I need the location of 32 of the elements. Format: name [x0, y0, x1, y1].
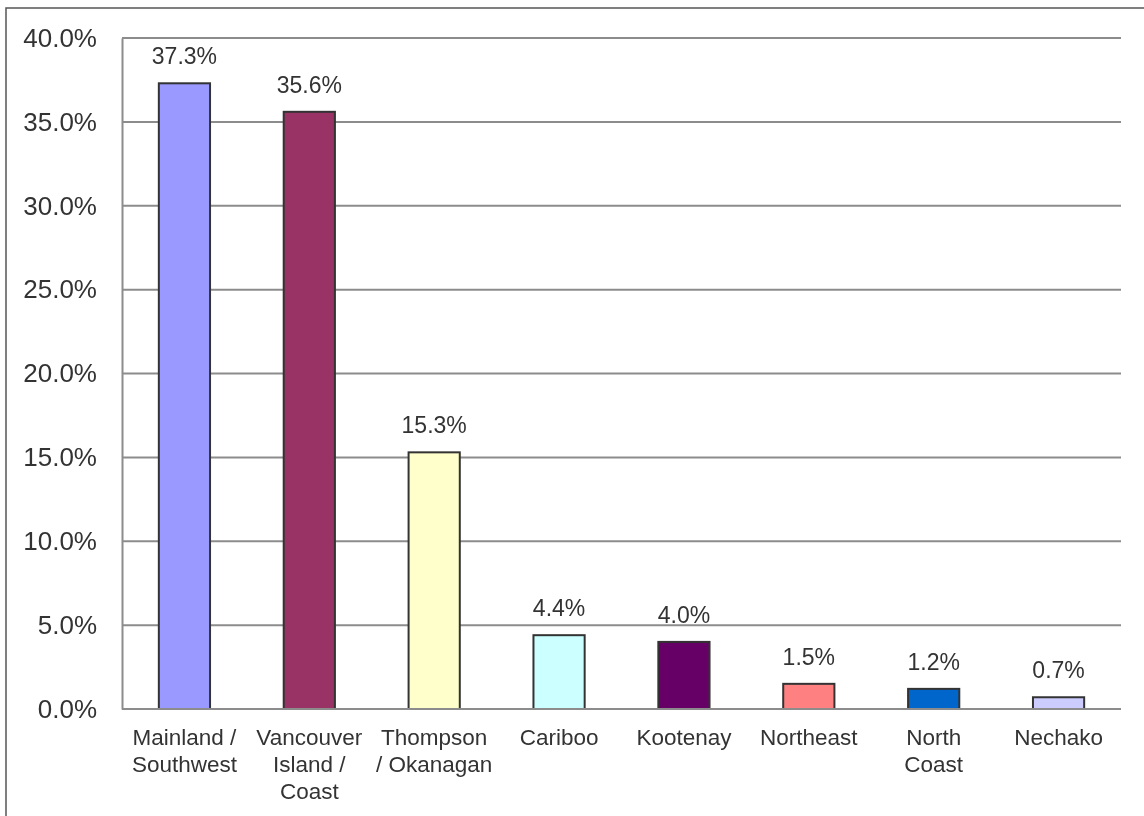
bar — [282, 110, 336, 710]
y-tick-label: 20.0% — [23, 358, 97, 389]
bar — [907, 687, 961, 710]
y-tick-label: 10.0% — [23, 526, 97, 557]
x-tick-label: Nechako — [1014, 725, 1103, 750]
x-tick-label: Cariboo — [519, 725, 599, 750]
x-tick-label: Thompson / Okanagan — [376, 725, 493, 777]
data-label: 4.0% — [657, 601, 711, 628]
y-tick-label: 15.0% — [23, 442, 97, 473]
data-label: 1.2% — [907, 648, 960, 675]
bar — [157, 82, 212, 710]
y-tick-label: 30.0% — [23, 190, 97, 221]
bar — [532, 634, 586, 710]
data-label: 0.7% — [1032, 657, 1085, 684]
y-tick-label: 0.0% — [37, 693, 97, 724]
x-tick-label: Kootenay — [636, 725, 733, 750]
x-tick-label: North Coast — [904, 725, 964, 777]
data-label: 37.3% — [151, 43, 218, 70]
data-label: 35.6% — [276, 71, 342, 98]
x-tick-label: Vancouver Island / Coast — [256, 725, 363, 804]
y-tick-label: 40.0% — [23, 22, 97, 53]
x-tick-label: Northeast — [760, 725, 859, 750]
x-tick-label: Mainland / Southwest — [131, 725, 238, 777]
bar — [407, 451, 461, 710]
y-tick-label: 5.0% — [37, 609, 97, 640]
y-tick-label: 25.0% — [23, 274, 97, 305]
bar — [657, 640, 711, 710]
data-label: 15.3% — [401, 412, 467, 439]
data-label: 4.4% — [532, 595, 586, 622]
bar — [782, 682, 836, 710]
data-label: 1.5% — [782, 643, 836, 670]
y-tick-label: 35.0% — [23, 106, 97, 137]
